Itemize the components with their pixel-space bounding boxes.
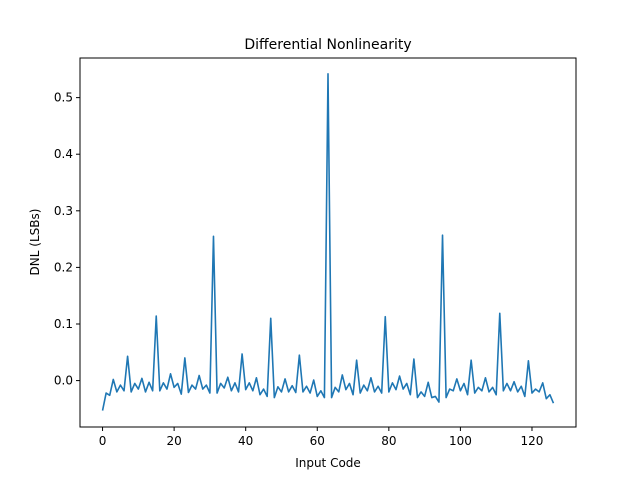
series-line-group: [101, 73, 555, 411]
y-tick-label: 0.1: [54, 317, 73, 331]
x-tick-label: 0: [99, 434, 107, 448]
chart-title: Differential Nonlinearity: [244, 37, 411, 53]
x-tick-label: 80: [381, 434, 396, 448]
plot-frame: [79, 57, 577, 428]
x-tick-label: 100: [449, 434, 472, 448]
y-axis-ticks: 0.0 0.1 0.2 0.3 0.4 0.5: [54, 91, 80, 388]
y-tick-label: 0.3: [54, 204, 73, 218]
x-tick-label: 60: [310, 434, 325, 448]
y-tick-label: 0.0: [54, 374, 73, 388]
x-tick-label: 20: [166, 434, 181, 448]
x-tick-label: 120: [521, 434, 544, 448]
series-line-0: [101, 73, 555, 411]
y-tick-label: 0.5: [54, 91, 73, 105]
y-tick-label: 0.2: [54, 260, 73, 274]
x-axis-ticks: 0 20 40 60 80 100 120: [99, 427, 544, 448]
y-axis-label: DNL (LSBs): [28, 209, 42, 276]
x-tick-label: 40: [238, 434, 253, 448]
y-tick-label: 0.4: [54, 147, 73, 161]
x-axis-label: Input Code: [295, 456, 361, 470]
